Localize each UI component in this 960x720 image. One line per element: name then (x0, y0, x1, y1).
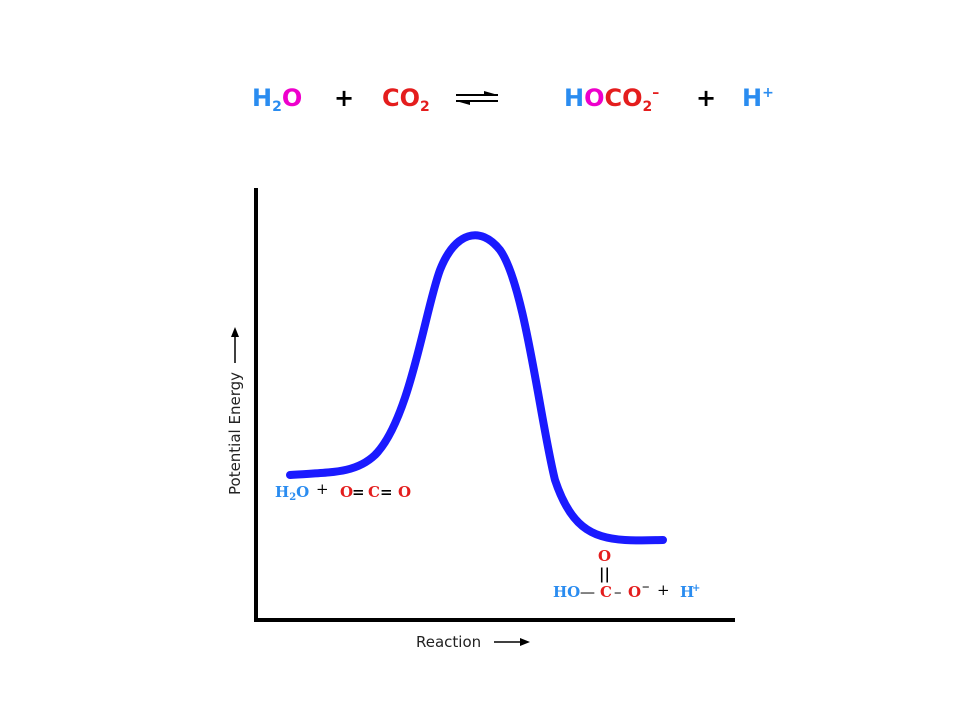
eq-hoco2-o: O (584, 84, 604, 112)
y-axis-label: Potential Energy (226, 372, 244, 495)
eq-co2-sub: 2 (420, 99, 430, 115)
reactants-o-left: O (340, 483, 353, 501)
reactants-o: O (296, 483, 309, 501)
x-axis-label-group: Reaction (416, 633, 530, 651)
eq-hoco2-charge: – (652, 85, 659, 101)
eq-co2-co: CO (382, 84, 420, 112)
reaction-equation: H2O + CO2 HOCO2– + H+ (252, 84, 774, 115)
eq-proton-h: H (742, 84, 762, 112)
reactants-h-sub: 2 (289, 492, 296, 503)
eq-hoco2-co: CO (605, 84, 643, 112)
products-h-charge: + (692, 583, 700, 594)
eq-h2o-o: O (282, 84, 302, 112)
products-label: O || HO — C – O – + H + (553, 547, 700, 601)
y-axis-label-group: Potential Energy (226, 327, 244, 495)
reactants-double-bond-1: = (352, 483, 365, 501)
reactants-c: C (368, 483, 380, 501)
reactants-double-bond-2: = (380, 483, 393, 501)
y-axis-arrow-icon (231, 327, 239, 337)
products-double-bond: || (599, 565, 610, 583)
eq-plus-2: + (696, 84, 716, 112)
reactants-h: H (275, 483, 289, 501)
eq-h2o-h: H (252, 84, 272, 112)
reactants-plus: + (316, 480, 329, 498)
products-h: H (680, 583, 694, 601)
energy-curve (286, 231, 667, 545)
eq-hoco2-sub: 2 (643, 99, 653, 115)
products-single-bond-1: — (580, 583, 595, 601)
eq-proton-charge: + (762, 85, 774, 101)
x-axis-arrow-icon (520, 638, 530, 646)
equilibrium-arrows-icon (456, 91, 498, 105)
products-c: C (600, 583, 612, 601)
svg-text:H2O: H2O (252, 84, 302, 115)
svg-text:H2O: H2O (275, 483, 309, 503)
products-minus: – (642, 577, 650, 595)
axes (254, 188, 735, 622)
products-o-minus: O (628, 583, 641, 601)
reactants-o-right: O (398, 483, 411, 501)
products-o-top: O (598, 547, 611, 565)
eq-plus-1: + (334, 84, 354, 112)
products-single-bond-2: – (614, 583, 622, 601)
reactants-label: H2O + O = C = O (275, 480, 411, 503)
eq-h2o-sub: 2 (272, 99, 282, 115)
svg-text:H+: H+ (742, 84, 774, 112)
products-ho: HO (553, 583, 580, 601)
eq-hoco2-h: H (564, 84, 584, 112)
products-plus: + (657, 581, 670, 599)
x-axis-label: Reaction (416, 633, 481, 651)
svg-text:HOCO2–: HOCO2– (564, 84, 659, 115)
svg-text:CO2: CO2 (382, 84, 430, 115)
